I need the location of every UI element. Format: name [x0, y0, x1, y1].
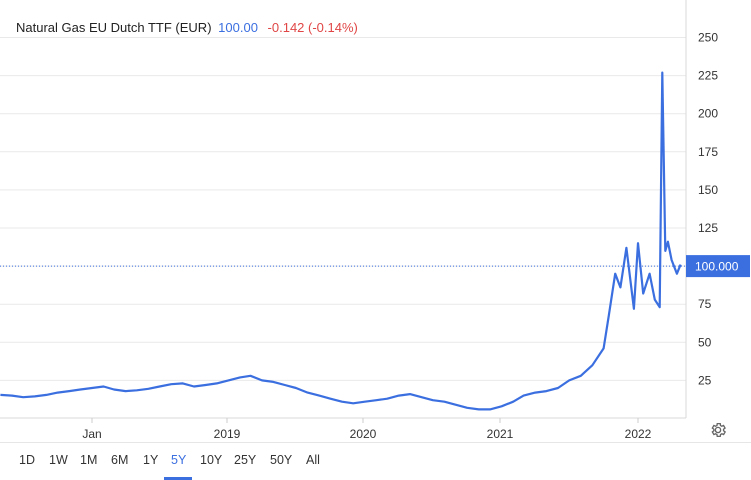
y-axis-labels: 255075100125150175200225250	[698, 31, 718, 388]
range-all-button[interactable]: All	[306, 453, 320, 467]
range-6m-button[interactable]: 6M	[111, 453, 129, 467]
range-50y-button[interactable]: 50Y	[270, 453, 293, 467]
range-1m-button[interactable]: 1M	[80, 453, 98, 467]
range-selector: 1D 1W 1M 6M 1Y 5Y 10Y 25Y 50Y All	[0, 442, 751, 480]
price-line	[0, 71, 682, 411]
y-tick-label: 200	[698, 107, 718, 121]
y-tick-label: 125	[698, 221, 718, 235]
y-tick-label: 75	[698, 297, 712, 311]
x-tick-label: Jan	[82, 427, 101, 441]
y-tick-label: 225	[698, 69, 718, 83]
x-tick-label: 2021	[487, 427, 514, 441]
legend: Natural Gas EU Dutch TTF (EUR) 100.00 -0…	[16, 20, 358, 35]
range-1w-button[interactable]: 1W	[49, 453, 68, 467]
range-1y-button[interactable]: 1Y	[143, 453, 159, 467]
x-axis-labels: Jan 2019 2020 2021 2022	[82, 418, 652, 441]
price-tag	[686, 255, 750, 278]
gear-icon	[711, 422, 727, 438]
price-change: -0.142 (-0.14%)	[267, 20, 358, 35]
last-price: 100.00	[218, 20, 258, 35]
grid-lines	[0, 37, 686, 381]
x-tick-label: 2022	[625, 427, 652, 441]
range-10y-button[interactable]: 10Y	[200, 453, 223, 467]
price-tag-label: 100.000	[695, 260, 739, 274]
y-tick-label: 150	[698, 183, 718, 197]
price-chart: 255075100125150175200225250 Jan201920202…	[0, 0, 750, 441]
y-tick-label: 175	[698, 145, 718, 159]
y-tick-label: 50	[698, 335, 712, 349]
y-tick-label: 250	[698, 31, 718, 45]
range-5y-button[interactable]: 5Y	[171, 453, 187, 467]
range-1d-button[interactable]: 1D	[19, 453, 35, 467]
x-tick-label: 2020	[350, 427, 377, 441]
y-tick-label: 25	[698, 373, 712, 387]
instrument-name: Natural Gas EU Dutch TTF (EUR)	[16, 20, 212, 35]
range-25y-button[interactable]: 25Y	[234, 453, 257, 467]
x-tick-label: 2019	[214, 427, 241, 441]
settings-button[interactable]	[709, 421, 727, 439]
